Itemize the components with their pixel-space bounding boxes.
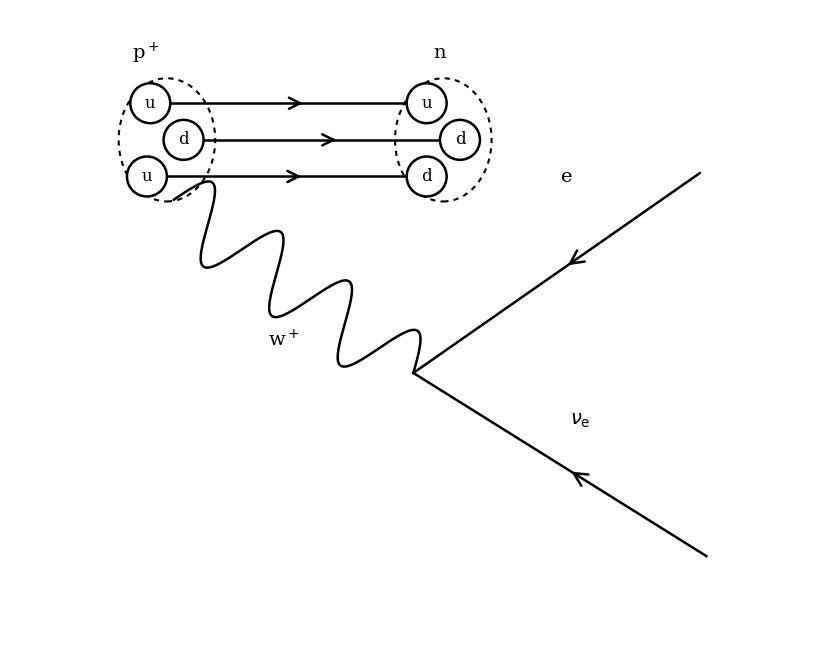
Circle shape [407,83,447,123]
Text: u: u [422,95,432,112]
Text: n: n [433,44,446,63]
Text: d: d [422,168,432,185]
Circle shape [407,157,447,196]
Circle shape [127,157,167,196]
Circle shape [130,83,171,123]
Text: p$^+$: p$^+$ [132,41,160,66]
Text: d: d [454,131,465,149]
Text: u: u [142,168,152,185]
Text: w$^+$: w$^+$ [268,329,299,350]
Text: u: u [145,95,155,112]
Circle shape [440,120,480,160]
Text: d: d [178,131,189,149]
Circle shape [164,120,203,160]
Text: e: e [561,168,572,186]
Text: $\nu_{\mathrm{e}}$: $\nu_{\mathrm{e}}$ [570,410,591,430]
